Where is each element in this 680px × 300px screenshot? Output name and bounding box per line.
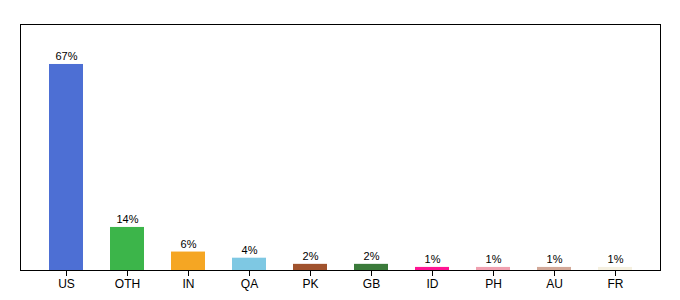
svg-text:6%: 6%	[181, 238, 197, 250]
svg-text:OTH: OTH	[115, 277, 140, 291]
svg-text:US: US	[58, 277, 75, 291]
svg-text:4%: 4%	[242, 244, 258, 256]
svg-text:ID: ID	[427, 277, 439, 291]
svg-text:AU: AU	[546, 277, 563, 291]
svg-text:2%: 2%	[303, 250, 319, 262]
svg-text:1%: 1%	[547, 253, 563, 265]
svg-text:FR: FR	[608, 277, 624, 291]
svg-text:GB: GB	[363, 277, 380, 291]
svg-text:1%: 1%	[486, 253, 502, 265]
svg-text:1%: 1%	[608, 253, 624, 265]
svg-text:2%: 2%	[364, 250, 380, 262]
svg-text:67%: 67%	[55, 50, 77, 62]
svg-text:PH: PH	[485, 277, 502, 291]
svg-text:QA: QA	[241, 277, 258, 291]
svg-text:IN: IN	[183, 277, 195, 291]
svg-text:1%: 1%	[425, 253, 441, 265]
svg-text:PK: PK	[302, 277, 318, 291]
svg-text:14%: 14%	[116, 213, 138, 225]
